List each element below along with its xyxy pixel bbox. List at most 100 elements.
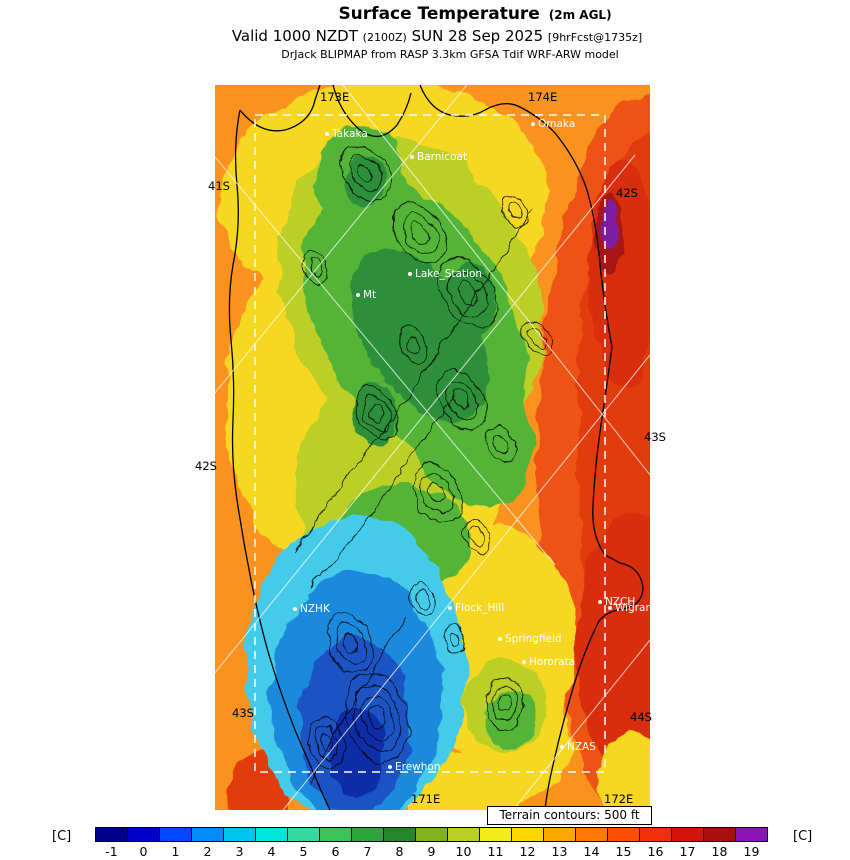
colorbar-tick: 6 — [331, 844, 340, 859]
place-label: Lake_Station — [415, 268, 483, 280]
colorbar-tick: 9 — [427, 844, 436, 859]
place-nzhk: NZHK — [293, 602, 330, 616]
place-wigram: Wigram — [608, 601, 656, 615]
purple-hot-spot — [595, 193, 623, 273]
colorbar-cell — [543, 827, 576, 842]
colorbar-tick: 12 — [519, 844, 536, 859]
colorbar-cell — [575, 827, 608, 842]
place-dot — [522, 660, 526, 664]
grid-label-171e: 171E — [411, 792, 441, 806]
place-dot — [448, 606, 452, 610]
colorbar-cell — [351, 827, 384, 842]
place-dot — [356, 293, 360, 297]
place-erewhon: Erewhon — [388, 760, 441, 774]
place-dot — [388, 765, 392, 769]
place-label: Wigram — [615, 602, 656, 614]
valid-date: SUN 28 Sep 2025 — [411, 27, 544, 45]
place-dot — [408, 272, 412, 276]
model-line: DrJack BLIPMAP from RASP 3.3km GFSA Tdif… — [281, 48, 619, 61]
valid-fcst: [9hrFcst@1735z] — [547, 31, 643, 44]
colorbar-unit-right: [C] — [793, 829, 813, 844]
place-omaka: Omaka — [531, 117, 575, 131]
colorbar-tick: 3 — [235, 844, 244, 859]
colorbar-tick: 14 — [583, 844, 600, 859]
title-text: Surface Temperature — [338, 4, 540, 24]
colorbar-cell — [735, 827, 768, 842]
place-label: Mt — [363, 289, 377, 301]
place-lake-station: Lake_Station — [408, 267, 482, 281]
place-nzch: NZCH — [598, 595, 635, 609]
colorbar-cell — [703, 827, 736, 842]
place-hororata: Hororata — [522, 655, 575, 669]
colorbar-tick: 1 — [171, 844, 180, 859]
title-suffix: (2m AGL) — [548, 8, 612, 22]
place-takaka: Takaka — [325, 127, 368, 141]
terrain-contours — [292, 145, 552, 786]
colorbar-cell — [447, 827, 480, 842]
colorbar-cell — [255, 827, 288, 842]
place-label: Erewhon — [395, 761, 441, 773]
colorbar-cell — [479, 827, 512, 842]
temperature-map-svg — [215, 85, 650, 810]
place-dot — [560, 745, 564, 749]
place-barnicoat: Barnicoat — [410, 150, 467, 164]
colorbar-cell — [511, 827, 544, 842]
place-dot — [598, 600, 602, 604]
colorbar-tick: 0 — [139, 844, 148, 859]
place-label: Springfield — [505, 633, 562, 645]
colorbar-ticks: -1 0 1 2 3 4 5 6 7 8 9 10 11 12 13 14 15… — [95, 844, 768, 859]
colorbar-cell — [639, 827, 672, 842]
place-dot — [325, 132, 329, 136]
colorbar-tick: 15 — [615, 844, 632, 859]
grid-label-41s-left: 41S — [208, 179, 230, 193]
grid-label-173e: 173E — [320, 90, 350, 104]
colorbar-cell — [95, 827, 128, 842]
place-dot — [608, 606, 612, 610]
colorbar-cell — [287, 827, 320, 842]
colorbar-cell — [415, 827, 448, 842]
colorbar-cell — [223, 827, 256, 842]
colorbar-cell — [127, 827, 160, 842]
place-label: Hororata — [529, 656, 576, 668]
colorbar-tick: 17 — [679, 844, 696, 859]
place-nzas: NZAS — [560, 740, 596, 754]
place-label: Flock_Hill — [455, 602, 505, 614]
grid-label-42s-right: 42S — [616, 186, 638, 200]
place-dot — [293, 607, 297, 611]
grid-label-172e: 172E — [604, 792, 634, 806]
colorbar — [95, 827, 768, 842]
colorbar-tick: 18 — [711, 844, 728, 859]
colorbar-tick: 19 — [743, 844, 760, 859]
grid-label-44s-right: 44S — [630, 710, 652, 724]
colorbar-tick: 7 — [363, 844, 372, 859]
place-label: Takaka — [332, 128, 368, 140]
place-mt: Mt — [356, 288, 376, 302]
colorbar-tick: 13 — [551, 844, 568, 859]
place-dot — [498, 637, 502, 641]
graticule-lines — [215, 85, 650, 810]
map-area — [215, 85, 650, 810]
colorbar-tick: 10 — [455, 844, 472, 859]
place-label: NZHK — [300, 603, 330, 615]
valid-prefix: Valid 1000 NZDT — [231, 27, 358, 45]
place-dot — [531, 122, 535, 126]
grid-label-174e: 174E — [528, 90, 558, 104]
colorbar-tick: 8 — [395, 844, 404, 859]
grid-label-43s-right: 43S — [644, 430, 666, 444]
colorbar-tick: 4 — [267, 844, 276, 859]
colorbar-cell — [671, 827, 704, 842]
grid-label-42s-left: 42S — [195, 459, 217, 473]
colorbar-tick: 11 — [487, 844, 504, 859]
place-label: NZAS — [567, 741, 596, 753]
place-label: NZCH — [605, 596, 636, 608]
coastline — [228, 85, 644, 810]
place-label: Barnicoat — [417, 151, 468, 163]
cold-blue-pool — [245, 515, 465, 810]
colorbar-tick: -1 — [105, 844, 118, 859]
colorbar-cell — [319, 827, 352, 842]
colorbar-tick: 5 — [299, 844, 308, 859]
colorbar-tick: 2 — [203, 844, 212, 859]
grid-label-43s-left: 43S — [232, 706, 254, 720]
place-springfield: Springfield — [498, 632, 562, 646]
